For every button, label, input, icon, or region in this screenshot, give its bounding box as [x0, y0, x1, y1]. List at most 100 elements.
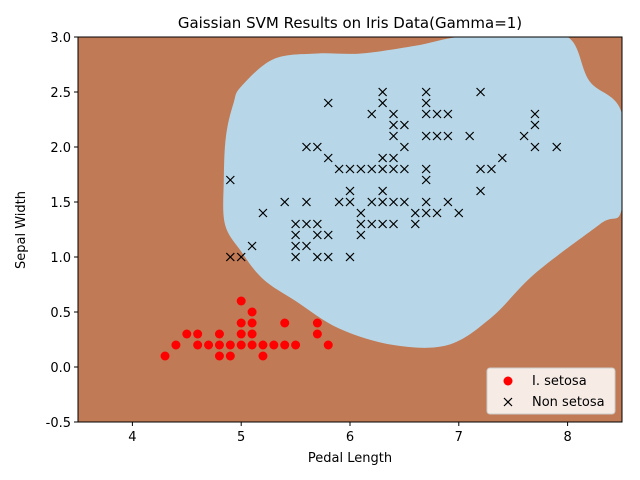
non-setosa-point — [487, 164, 496, 174]
non-setosa-point — [345, 197, 355, 207]
setosa-point — [291, 340, 301, 350]
setosa-point — [182, 329, 192, 339]
non-setosa-point — [389, 153, 398, 163]
non-setosa-point — [443, 131, 453, 141]
setosa-point — [280, 340, 290, 350]
non-setosa-point — [421, 131, 431, 141]
non-setosa-point — [410, 219, 420, 229]
setosa-point — [236, 296, 246, 306]
non-setosa-point — [302, 219, 311, 229]
setosa-point — [214, 351, 224, 361]
setosa-point — [236, 318, 246, 328]
legend-box — [486, 367, 616, 415]
x-axis: 4 5 6 7 8 — [128, 422, 572, 445]
legend: I. setosa Non setosa — [486, 367, 616, 415]
y-tick-label: 2.0 — [50, 141, 71, 156]
non-setosa-point — [356, 219, 366, 229]
setosa-point — [258, 340, 268, 350]
non-setosa-point — [378, 164, 388, 174]
legend-label-non-setosa: Non setosa — [532, 395, 605, 410]
setosa-point — [247, 340, 257, 350]
setosa-point — [214, 340, 224, 350]
non-setosa-point — [247, 241, 257, 251]
non-setosa-point — [345, 186, 355, 196]
decision-region — [223, 37, 622, 348]
non-setosa-point — [334, 197, 344, 207]
non-setosa-point — [302, 142, 311, 152]
non-setosa-point — [291, 230, 301, 240]
non-setosa-point — [312, 142, 322, 152]
non-setosa-point — [421, 98, 431, 108]
non-setosa-point — [345, 252, 355, 262]
non-setosa-point — [497, 153, 507, 163]
non-setosa-point — [399, 142, 409, 152]
non-setosa-point — [302, 197, 311, 207]
non-setosa-point — [530, 109, 540, 119]
non-setosa-point — [389, 120, 398, 130]
setosa-point — [323, 340, 333, 350]
non-setosa-point — [421, 208, 431, 218]
setosa-point — [312, 318, 322, 328]
non-setosa-point — [410, 208, 420, 218]
non-setosa-point — [389, 164, 398, 174]
non-setosa-point — [443, 197, 453, 207]
x-axis-title: Pedal Length — [308, 451, 392, 466]
chart-title: Gaissian SVM Results on Iris Data(Gamma=… — [178, 14, 522, 32]
setosa-point — [269, 340, 279, 350]
non-setosa-point — [367, 164, 377, 174]
non-setosa-point — [421, 87, 431, 97]
setosa-point — [258, 351, 268, 361]
setosa-point — [280, 318, 290, 328]
non-setosa-point — [291, 219, 301, 229]
x-tick-label: 5 — [237, 430, 245, 445]
non-setosa-point — [432, 208, 442, 218]
non-setosa-point — [421, 175, 431, 185]
legend-marker-setosa — [503, 376, 513, 386]
non-setosa-point — [421, 109, 431, 119]
setosa-point — [193, 329, 203, 339]
non-setosa-point — [356, 230, 366, 240]
setosa-point — [236, 329, 246, 339]
non-setosa-point — [476, 87, 485, 97]
non-setosa-point — [443, 109, 453, 119]
non-setosa-point — [530, 142, 540, 152]
non-setosa-point — [399, 164, 409, 174]
non-setosa-point — [389, 219, 398, 229]
y-tick-label: 1.5 — [50, 196, 71, 211]
setosa-point — [225, 340, 235, 350]
non-setosa-point — [225, 252, 235, 262]
y-tick-label: 0.0 — [50, 361, 71, 376]
setosa-point — [160, 351, 170, 361]
setosa-point — [312, 329, 322, 339]
y-tick-label: 0.5 — [50, 306, 71, 321]
non-setosa-point — [291, 252, 301, 262]
non-setosa-point — [389, 109, 398, 119]
non-setosa-point — [367, 109, 377, 119]
non-setosa-point — [356, 164, 366, 174]
non-setosa-point — [323, 230, 333, 240]
setosa-point — [171, 340, 181, 350]
setosa-point — [247, 329, 257, 339]
data-points — [160, 87, 562, 361]
non-setosa-point — [432, 131, 442, 141]
setosa-point — [214, 329, 224, 339]
y-axis: -0.5 0.0 0.5 1.0 1.5 2.0 2.5 3.0 — [46, 31, 78, 431]
y-tick-label: 1.0 — [50, 251, 71, 266]
non-setosa-point — [454, 208, 464, 218]
setosa-point — [247, 307, 257, 317]
setosa-point — [247, 318, 257, 328]
non-setosa-point — [421, 164, 431, 174]
non-setosa-point — [323, 153, 333, 163]
non-setosa-point — [378, 98, 388, 108]
non-setosa-point — [389, 197, 398, 207]
x-tick-label: 7 — [455, 430, 463, 445]
non-setosa-point — [378, 197, 388, 207]
y-tick-label: -0.5 — [46, 416, 71, 431]
non-setosa-point — [312, 219, 322, 229]
legend-label-setosa: I. setosa — [532, 374, 587, 389]
non-setosa-point — [465, 131, 475, 141]
non-setosa-point — [378, 186, 388, 196]
y-tick-label: 3.0 — [50, 31, 71, 46]
non-setosa-point — [258, 208, 268, 218]
